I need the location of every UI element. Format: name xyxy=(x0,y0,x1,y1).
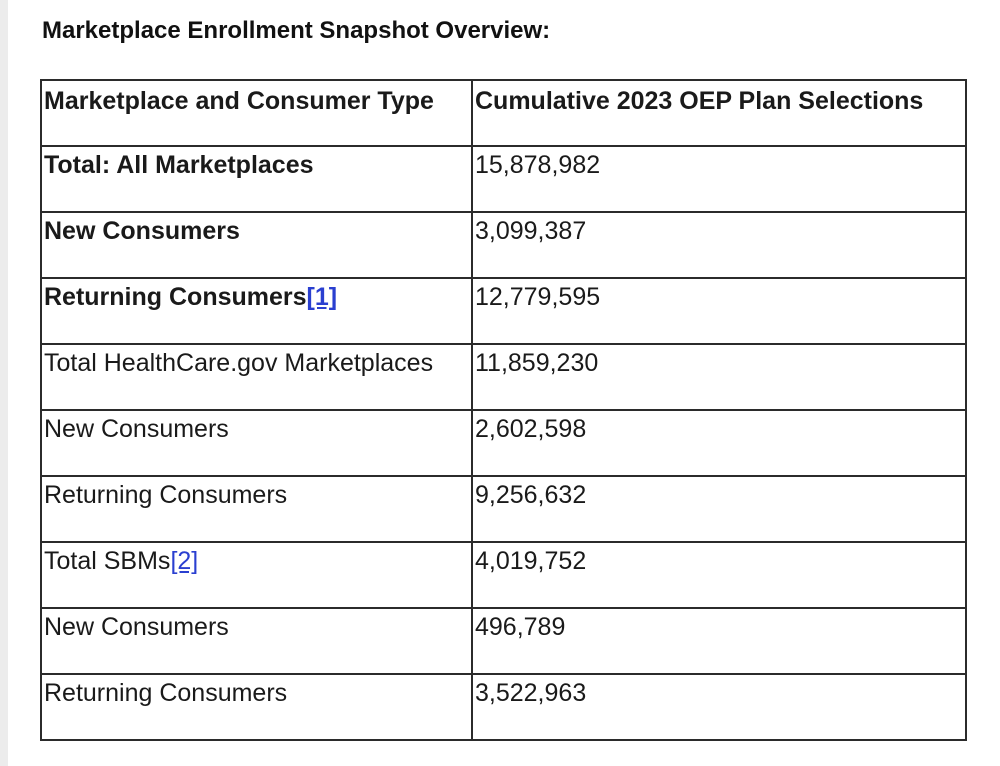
table-row: Total: All Marketplaces 15,878,982 xyxy=(40,145,967,213)
row-value: 15,878,982 xyxy=(471,145,967,213)
row-label-cell: Returning Consumers[1] xyxy=(40,277,473,345)
row-value: 11,859,230 xyxy=(471,343,967,411)
table-row: Returning Consumers 3,522,963 xyxy=(40,673,967,741)
row-label: Total SBMs xyxy=(44,547,171,575)
row-value: 3,522,963 xyxy=(471,673,967,741)
row-label-cell: Total SBMs[2] xyxy=(40,541,473,609)
footnote-link-1[interactable]: [1] xyxy=(306,283,338,311)
footnote-link-2[interactable]: [2] xyxy=(170,547,199,575)
table-row: New Consumers 2,602,598 xyxy=(40,409,967,477)
table-row: New Consumers 3,099,387 xyxy=(40,211,967,279)
row-value: 9,256,632 xyxy=(471,475,967,543)
row-label-cell: Total: All Marketplaces xyxy=(40,145,473,213)
row-label-cell: Total HealthCare.gov Marketplaces xyxy=(40,343,473,411)
enrollment-table: Marketplace and Consumer Type Cumulative… xyxy=(40,79,967,741)
row-label: New Consumers xyxy=(44,613,229,641)
page-left-edge xyxy=(0,0,8,766)
row-label-cell: New Consumers xyxy=(40,409,473,477)
row-label: Returning Consumers xyxy=(44,481,288,509)
table-header-row: Marketplace and Consumer Type Cumulative… xyxy=(40,79,967,147)
row-label: New Consumers xyxy=(44,217,240,245)
table-row: Total SBMs[2] 4,019,752 xyxy=(40,541,967,609)
row-label: Returning Consumers xyxy=(44,679,288,707)
table-row: Total HealthCare.gov Marketplaces 11,859… xyxy=(40,343,967,411)
header-plan-selections: Cumulative 2023 OEP Plan Selections xyxy=(471,79,967,147)
page-title: Marketplace Enrollment Snapshot Overview… xyxy=(42,17,551,44)
header-consumer-type: Marketplace and Consumer Type xyxy=(40,79,473,147)
row-label: Total HealthCare.gov Marketplaces xyxy=(44,349,434,377)
table-row: Returning Consumers 9,256,632 xyxy=(40,475,967,543)
row-value: 3,099,387 xyxy=(471,211,967,279)
row-label: New Consumers xyxy=(44,415,229,443)
row-label-cell: New Consumers xyxy=(40,607,473,675)
row-value: 4,019,752 xyxy=(471,541,967,609)
row-label: Returning Consumers xyxy=(44,283,307,311)
row-label-cell: New Consumers xyxy=(40,211,473,279)
row-label: Total: All Marketplaces xyxy=(44,151,314,179)
row-value: 2,602,598 xyxy=(471,409,967,477)
row-value: 12,779,595 xyxy=(471,277,967,345)
row-label-cell: Returning Consumers xyxy=(40,673,473,741)
row-label-cell: Returning Consumers xyxy=(40,475,473,543)
table-row: Returning Consumers[1] 12,779,595 xyxy=(40,277,967,345)
row-value: 496,789 xyxy=(471,607,967,675)
table-row: New Consumers 496,789 xyxy=(40,607,967,675)
